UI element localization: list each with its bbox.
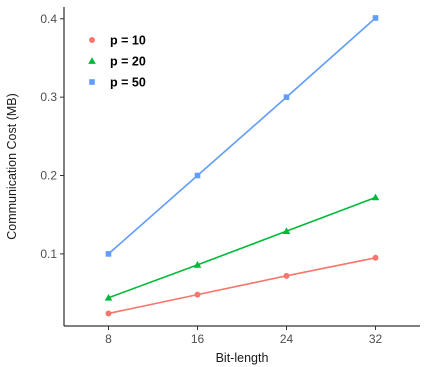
plot-area	[104, 15, 380, 317]
series-1	[105, 254, 379, 317]
data-point	[283, 272, 290, 279]
data-point	[194, 172, 201, 179]
x-tick-label: 8	[105, 332, 112, 346]
series-line	[107, 17, 377, 255]
legend: p = 10 p = 20 p = 50	[88, 34, 146, 90]
series-line	[108, 257, 376, 315]
x-tick-label: 24	[280, 332, 294, 346]
legend-item: p = 10	[89, 34, 146, 48]
y-axis-title: Communication Cost (MB)	[5, 93, 19, 240]
legend-marker	[88, 57, 96, 64]
y-tick-label: 0.1	[40, 247, 57, 261]
legend-marker	[89, 37, 95, 43]
legend-label: p = 20	[110, 55, 146, 69]
data-point	[371, 193, 380, 201]
data-point	[372, 15, 379, 21]
data-point	[194, 291, 201, 298]
data-point	[193, 261, 202, 268]
series-2	[104, 193, 380, 301]
legend-marker	[89, 79, 95, 85]
data-point	[283, 94, 290, 100]
legend-item: p = 20	[88, 55, 146, 69]
x-tick-label: 32	[369, 332, 383, 346]
x-axis-title: Bit-length	[216, 351, 269, 365]
series-3	[105, 15, 379, 257]
y-tick-label: 0.3	[40, 90, 57, 104]
data-point	[104, 293, 113, 301]
legend-label: p = 50	[110, 76, 146, 90]
x-tick-label: 16	[191, 332, 205, 346]
y-tick-label: 0.2	[40, 169, 57, 183]
legend-item: p = 50	[89, 76, 146, 90]
data-point	[282, 227, 291, 235]
series-line	[108, 196, 376, 299]
data-point	[105, 310, 112, 317]
data-point	[372, 254, 379, 261]
legend-label: p = 10	[110, 34, 146, 48]
data-point	[105, 251, 112, 257]
y-tick-label: 0.4	[40, 12, 57, 26]
axes: 8 16 24 32 0.1 0.2 0.3 0.4 Bit-length Communicati…	[5, 7, 420, 365]
